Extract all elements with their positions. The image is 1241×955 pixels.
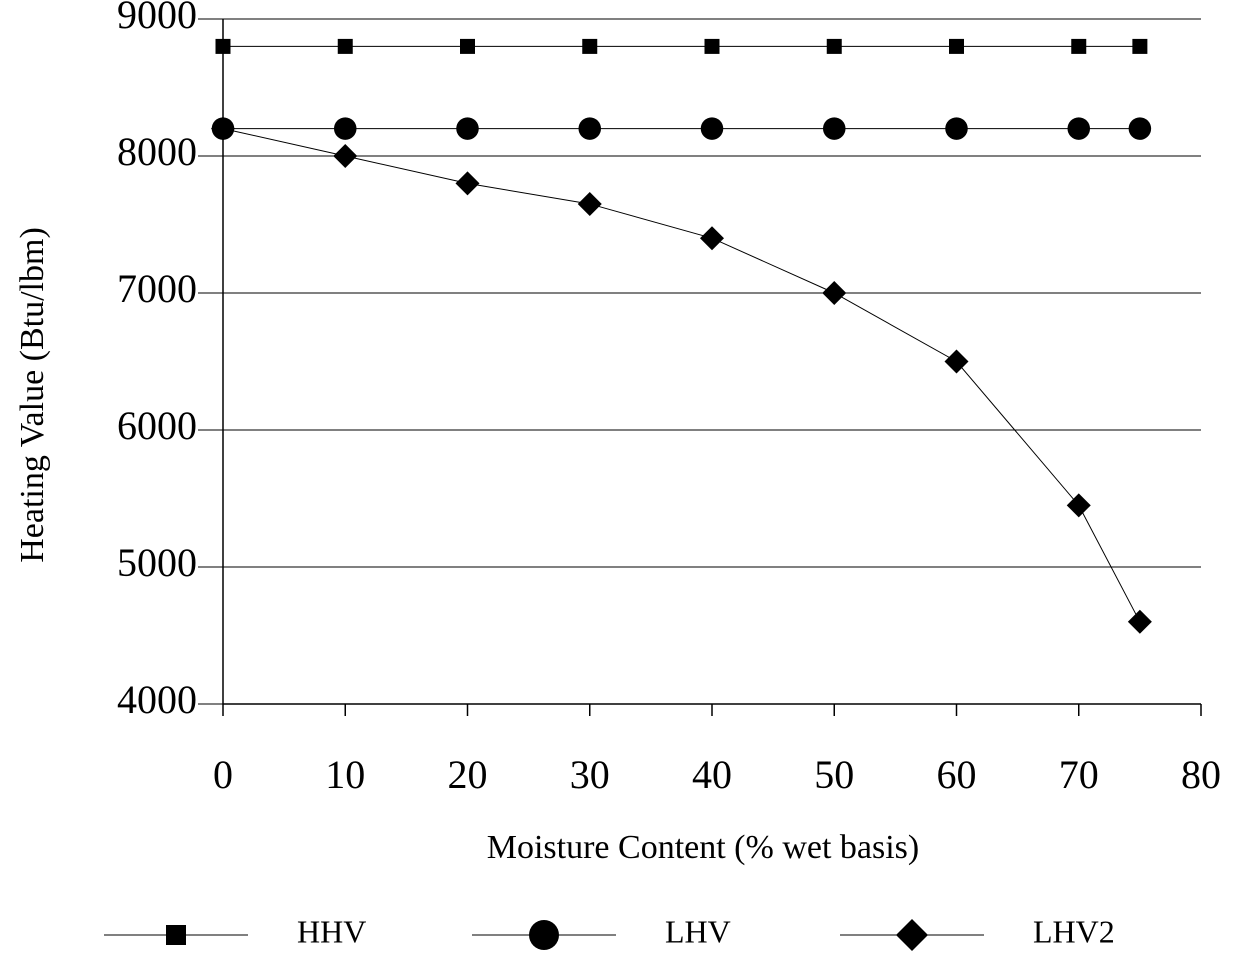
x-tick-label: 20 [448, 752, 488, 797]
marker [700, 117, 724, 140]
marker [949, 38, 964, 54]
x-tick-label: 60 [937, 752, 977, 797]
x-tick-label: 0 [213, 752, 233, 797]
y-tick-label: 6000 [117, 403, 197, 448]
marker [456, 117, 479, 140]
marker [1132, 38, 1148, 54]
legend-label: HHV [297, 913, 366, 949]
marker [823, 117, 846, 140]
marker [578, 117, 601, 140]
legend-label: LHV2 [1033, 913, 1115, 949]
marker [822, 281, 847, 305]
legend-label: LHV [665, 913, 731, 949]
x-tick-label: 70 [1059, 752, 1099, 797]
x-axis-label: Moisture Content (% wet basis) [487, 829, 920, 866]
marker [334, 117, 357, 140]
x-tick-label: 50 [814, 752, 854, 797]
marker [337, 38, 353, 54]
y-tick-label: 8000 [117, 129, 197, 174]
y-tick-label: 9000 [117, 0, 197, 37]
marker [944, 349, 969, 374]
marker [211, 116, 235, 141]
marker [1128, 117, 1152, 140]
y-tick-label: 7000 [117, 266, 197, 311]
marker [1066, 493, 1091, 518]
marker [945, 117, 968, 140]
x-tick-label: 40 [692, 752, 732, 797]
marker [333, 144, 358, 168]
y-tick-label: 5000 [117, 540, 197, 585]
y-axis-label: Heating Value (Btu/lbm) [14, 227, 51, 563]
x-tick-label: 30 [570, 752, 610, 797]
x-tick-label: 80 [1181, 752, 1221, 797]
marker [1067, 117, 1090, 140]
marker [577, 191, 602, 216]
marker [582, 38, 598, 54]
x-tick-label: 10 [325, 752, 365, 797]
marker [166, 925, 186, 945]
y-tick-label: 4000 [117, 677, 197, 722]
marker [826, 38, 842, 54]
marker [896, 919, 928, 951]
marker [1071, 38, 1087, 54]
marker [700, 226, 724, 251]
marker [529, 920, 559, 950]
marker [704, 38, 720, 54]
series-line [222, 128, 1141, 623]
marker [215, 38, 231, 54]
marker [455, 171, 480, 196]
marker [1127, 609, 1152, 634]
marker [460, 38, 475, 54]
